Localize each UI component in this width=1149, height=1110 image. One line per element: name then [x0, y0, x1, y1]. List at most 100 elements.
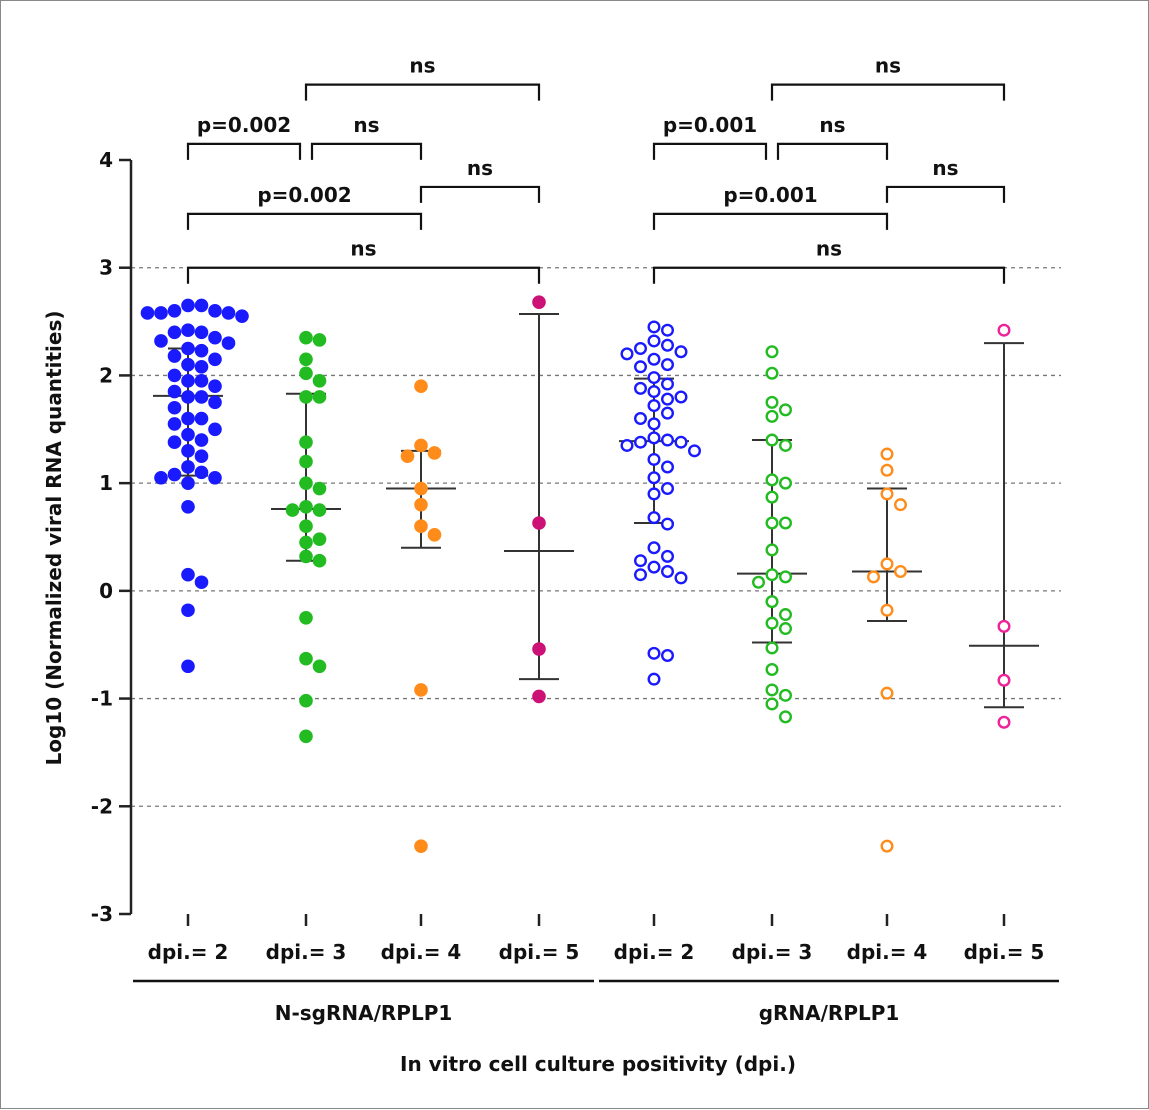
data-point	[400, 449, 415, 464]
data-point	[167, 400, 182, 415]
data-point	[647, 452, 661, 466]
data-point	[167, 467, 182, 482]
data-point	[208, 304, 222, 318]
data-point	[765, 473, 779, 487]
data-point	[181, 603, 195, 618]
data-point	[779, 403, 793, 417]
data-point	[997, 323, 1011, 337]
data-point	[661, 549, 675, 563]
significance-bracket	[885, 185, 1006, 203]
y-tick-label: -2	[91, 794, 113, 818]
data-point	[620, 438, 634, 452]
data-point	[647, 471, 661, 485]
data-point	[312, 390, 327, 404]
data-point	[779, 476, 793, 490]
data-point	[647, 385, 661, 399]
data-point	[647, 320, 661, 334]
data-point	[532, 689, 546, 704]
data-point	[634, 568, 648, 582]
data-point	[661, 338, 675, 352]
data-point	[880, 447, 894, 461]
data-point	[532, 642, 546, 656]
x-category-label: dpi.= 5	[499, 940, 580, 964]
data-point	[674, 390, 688, 404]
data-point	[194, 575, 209, 590]
data-point	[674, 571, 688, 585]
data-point	[867, 570, 881, 584]
data-point	[299, 610, 313, 625]
data-point	[299, 693, 313, 708]
data-point	[312, 374, 327, 388]
significance-bracket	[652, 142, 768, 160]
data-point	[634, 412, 648, 426]
x-axis-title: In vitro cell culture positivity (dpi.)	[400, 1052, 796, 1076]
data-point	[299, 651, 313, 666]
data-point	[661, 392, 675, 406]
data-point	[181, 374, 195, 388]
data-point	[427, 528, 442, 542]
data-point	[647, 646, 661, 660]
data-point	[194, 433, 209, 447]
significance-label: ns	[875, 54, 901, 78]
x-category-label: dpi.= 3	[266, 940, 347, 964]
data-point	[647, 431, 661, 445]
significance-label: ns	[350, 237, 376, 261]
data-point	[765, 345, 779, 359]
data-point	[880, 487, 894, 501]
data-point	[299, 500, 313, 514]
x-category-label: dpi.= 2	[614, 940, 695, 964]
y-tick-label: -1	[91, 687, 113, 711]
data-point	[997, 715, 1011, 729]
data-point	[661, 648, 675, 662]
data-point	[414, 683, 428, 697]
data-point	[181, 390, 195, 404]
data-point	[208, 422, 222, 437]
data-point	[194, 360, 209, 374]
data-point	[634, 554, 648, 568]
data-point	[299, 476, 313, 490]
data-point	[752, 575, 766, 589]
significance-label: ns	[816, 237, 842, 261]
data-point	[634, 435, 648, 449]
data-point	[661, 517, 675, 531]
data-point	[299, 366, 313, 381]
data-point	[894, 498, 908, 512]
data-point	[181, 357, 195, 372]
y-tick-label: 0	[99, 579, 113, 603]
data-point	[208, 330, 222, 345]
data-point	[647, 399, 661, 413]
data-point	[414, 497, 428, 512]
significance-label: p=0.001	[723, 183, 817, 207]
data-point	[779, 710, 793, 724]
data-point	[414, 379, 428, 394]
data-point	[194, 343, 209, 358]
data-point	[532, 295, 546, 309]
data-point	[647, 334, 661, 348]
data-point	[167, 435, 182, 450]
group-label: gRNA/RPLP1	[759, 1001, 900, 1025]
significance-bracket	[652, 266, 1006, 284]
data-point	[194, 411, 209, 426]
x-category-label: dpi.= 4	[381, 940, 462, 964]
significance-brackets: ns p=0.002 ns p=0.002 ns ns ns p=0.001 ns p=0.001…	[186, 54, 1006, 284]
data-point	[194, 465, 209, 480]
y-tick-label: 3	[99, 256, 113, 280]
data-point	[779, 438, 793, 452]
x-category-label: dpi.= 3	[732, 940, 813, 964]
data-point	[661, 377, 675, 391]
significance-label: p=0.001	[663, 113, 757, 137]
data-point	[194, 374, 209, 388]
data-point	[414, 839, 428, 853]
data-point	[779, 608, 793, 622]
data-point	[181, 427, 195, 442]
data-point	[765, 543, 779, 557]
data-point	[312, 659, 327, 674]
data-point	[765, 697, 779, 711]
data-point	[208, 395, 222, 410]
grid-layer	[131, 267, 1061, 807]
data-point	[765, 568, 779, 582]
data-point	[647, 541, 661, 555]
data-point	[647, 487, 661, 501]
